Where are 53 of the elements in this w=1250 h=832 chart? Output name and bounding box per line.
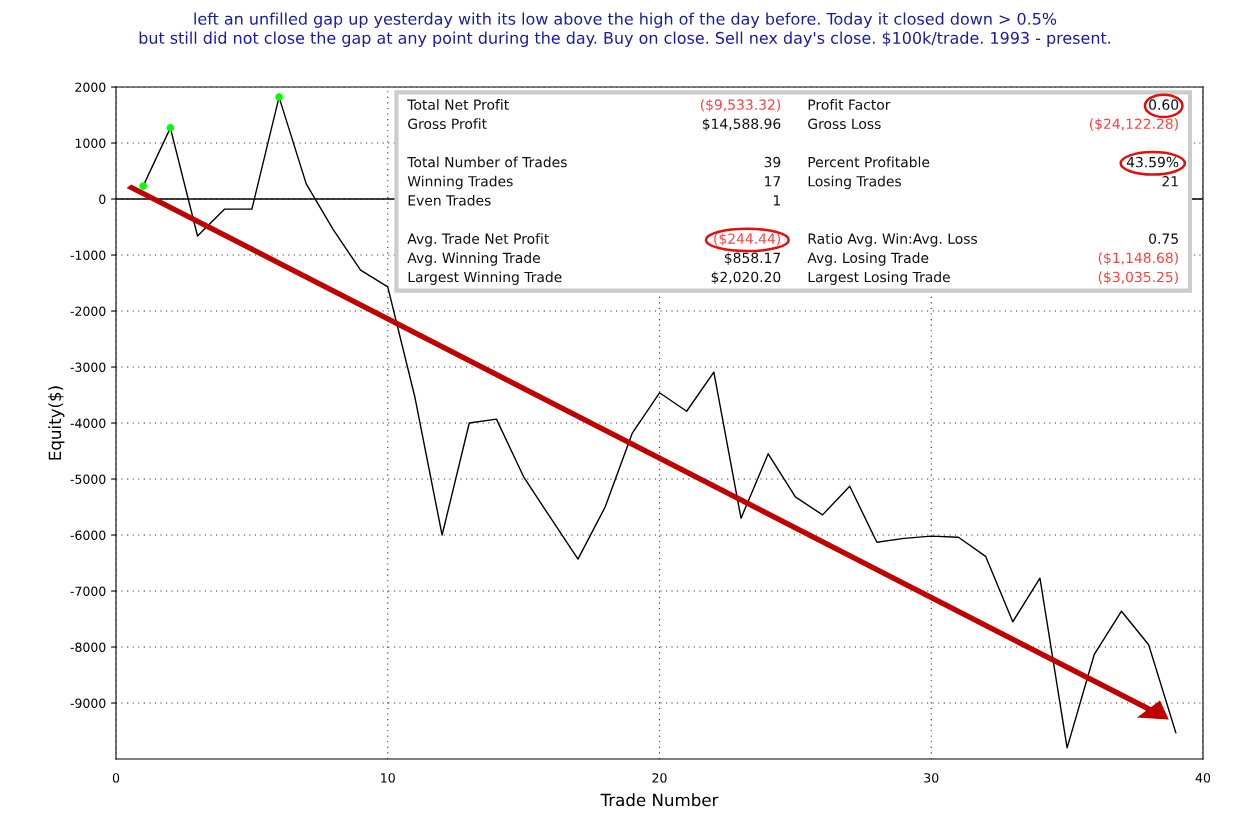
annotation: Avg. Winning Trade [407,252,540,266]
y-tick-label: -1000 [70,250,106,260]
point [166,124,175,132]
x-axis-title: Trade Number [600,793,719,807]
annotation: Avg. Losing Trade [807,252,929,266]
y-tick-label: 2000 [75,82,106,92]
annotation: Total Net Profit [407,99,509,110]
y-tick-label: -4000 [70,418,106,428]
y-tick-label: 1000 [75,138,106,148]
annotation: ($244.44) [714,233,781,246]
y-tick-label: -9000 [70,698,106,708]
annotation: Gross Profit [408,118,487,130]
annotation: $2,020.20 [711,271,781,285]
annotation: 17 [765,176,781,187]
y-axis-title: Equity($) [48,386,65,460]
y-tick-label: -5000 [70,474,106,484]
annotation: Losing Trades [808,175,902,190]
annotation: ($9,533.32) [700,99,781,112]
x-tick-label: 0 [112,773,120,783]
annotation: ($24,122.28) [1089,118,1178,131]
annotation: Ratio Avg. Win:Avg. Loss [808,233,978,247]
y-tick-label: 0 [99,194,106,204]
y-tick-label: -7000 [70,586,106,596]
annotation: Largest Losing Trade [808,271,950,285]
annotation: 0.60 [1149,99,1179,110]
annotation: Avg. Trade Net Profit [407,233,549,247]
annotation: $14,588.96 [702,118,781,131]
y-tick-label: -3000 [70,362,106,372]
x-tick-label: 40 [1195,773,1211,783]
annotation: 43.59% [1126,156,1179,168]
annotation: Even Trades [408,194,491,206]
x-tick-label: 10 [381,773,395,783]
x-tick-label: 30 [924,773,939,783]
annotation: Largest Winning Trade [408,271,562,285]
annotation: 1 [773,195,780,206]
x-tick-label: 20 [652,773,667,783]
annotation: $858.17 [724,252,781,265]
annotation: Gross Loss [808,118,881,130]
annotation: ($3,035.25) [1098,271,1178,285]
y-tick-label: -2000 [70,306,106,316]
annotation: Percent Profitable [808,156,930,168]
point [139,182,147,190]
chart-title: left an unfilled gap up yesterday with its low above the high of the day before. Today it closed down > 0.5% but still did not close the gap at any point during the day. Buy on close. Sell nex day's close. $100k/trade. 1993 - present. [139,12,1111,48]
annotation: 39 [764,156,781,168]
annotation: 0.75 [1149,233,1178,244]
annotation: 21 [1162,175,1178,187]
annotation: Winning Trades [407,175,513,190]
annotation: Profit Factor [808,99,891,110]
y-tick-label: -8000 [70,642,106,652]
annotation: Total Number of Trades [407,156,567,168]
y-tick-label: -6000 [70,530,106,540]
annotation: ($1,148.68) [1098,252,1178,265]
point [275,93,283,101]
